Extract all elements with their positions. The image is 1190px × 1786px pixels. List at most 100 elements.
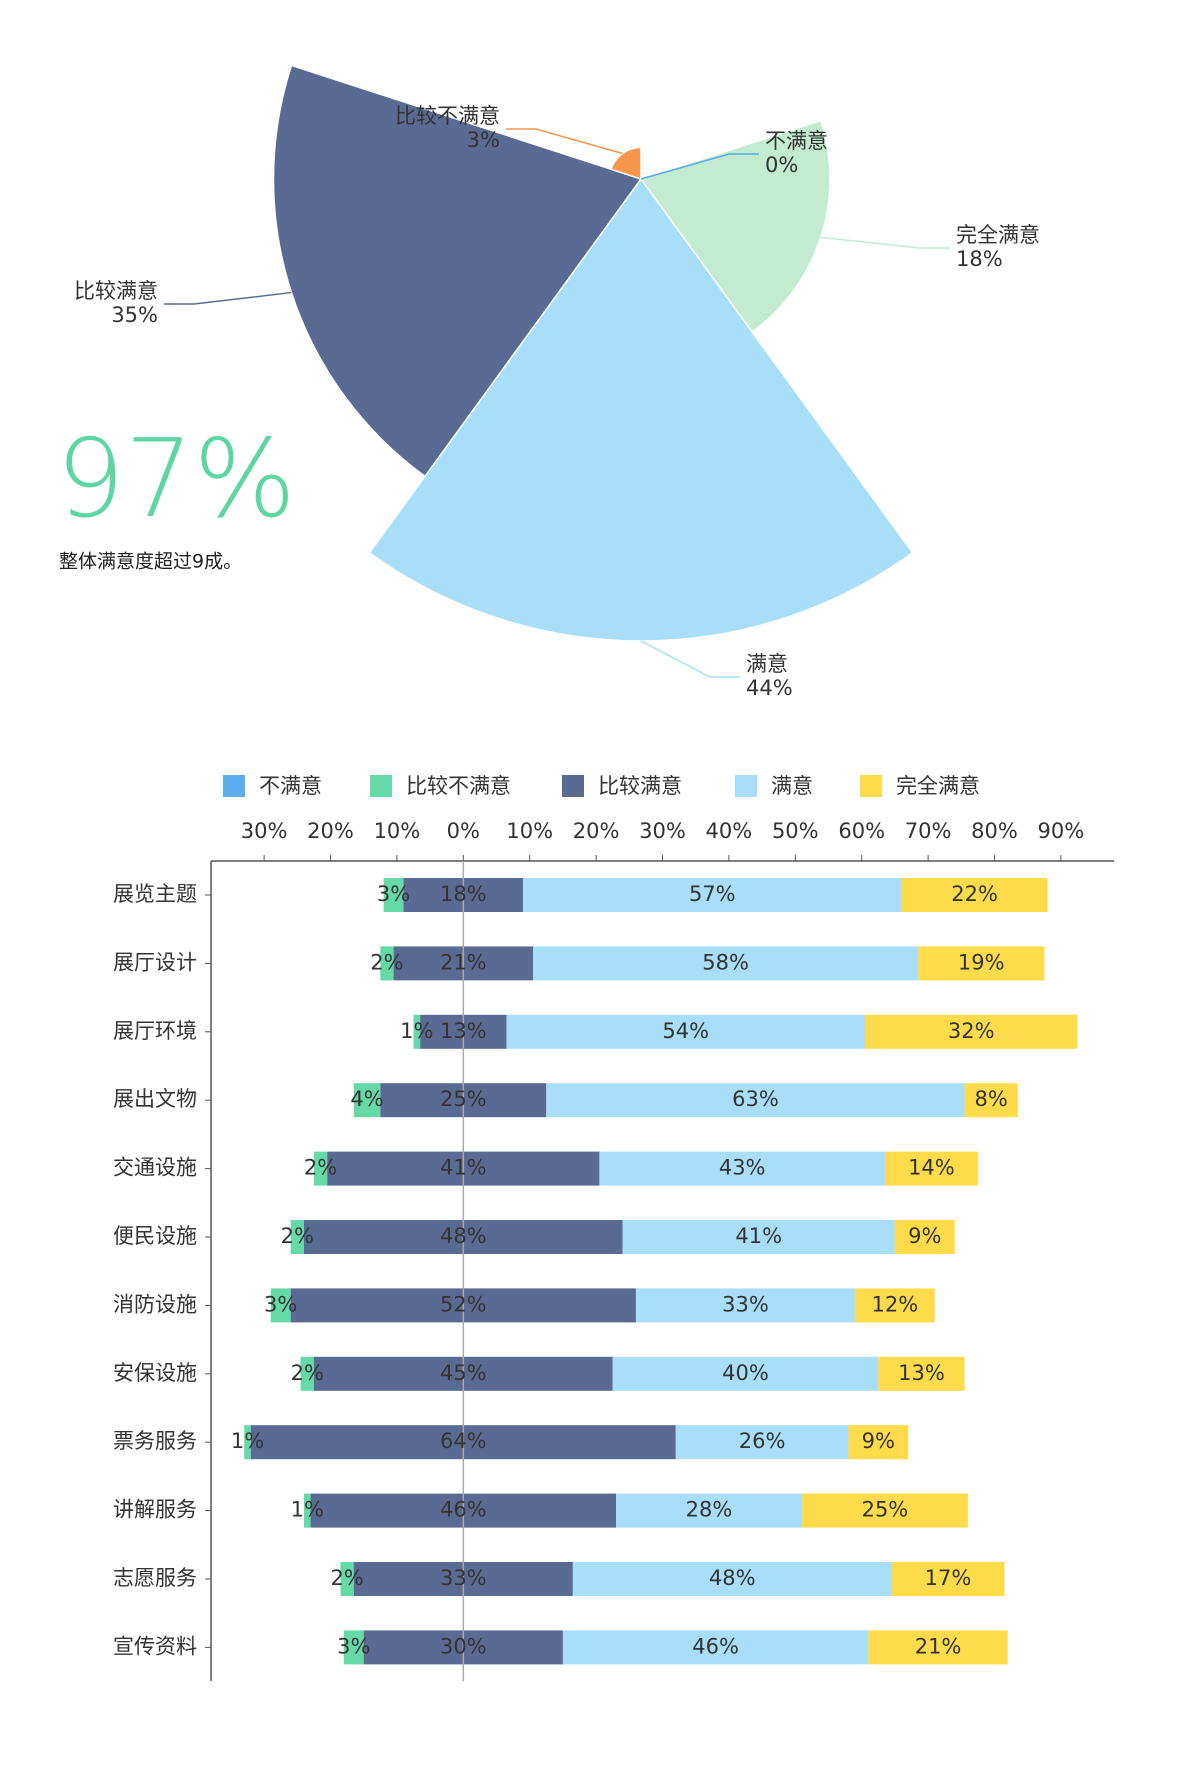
bar-value-label: 2% [304, 1156, 337, 1180]
bar-value-label: 22% [951, 882, 998, 906]
x-tick-label: 30% [241, 819, 288, 843]
x-tick-label: 90% [1038, 819, 1085, 843]
bar-segment [868, 1630, 1008, 1665]
bar-segment [801, 1493, 968, 1528]
bar-segment [270, 1288, 291, 1323]
bar-value-label: 43% [719, 1156, 766, 1180]
slice-label: 满意 [746, 652, 788, 676]
bar-value-label: 21% [440, 950, 487, 974]
y-tick-label: 交通设施 [113, 1156, 197, 1180]
y-tick-label: 讲解服务 [113, 1498, 197, 1522]
bar-value-label: 4% [350, 1087, 383, 1111]
y-tick-label: 展厅设计 [113, 950, 197, 974]
bar-value-label: 2% [370, 950, 403, 974]
bar-value-label: 33% [722, 1292, 769, 1316]
bar-segment [918, 946, 1045, 981]
legend-swatch [735, 775, 757, 797]
bar-value-label: 52% [440, 1292, 487, 1316]
x-tick-label: 20% [307, 819, 354, 843]
bar-value-label: 13% [440, 1019, 487, 1043]
rose-slice [368, 177, 914, 642]
bar-segment [546, 1083, 965, 1118]
bar-segment [622, 1220, 895, 1254]
bar-segment [894, 1220, 955, 1254]
bar-segment [901, 878, 1048, 912]
bar-segment [599, 1151, 885, 1186]
slice-label: 比较不满意 [395, 104, 500, 128]
legend-label: 不满意 [259, 774, 322, 798]
legend-label: 比较不满意 [406, 774, 511, 798]
bar-segment [675, 1425, 849, 1460]
slice-value-label: 18% [956, 247, 1003, 271]
bar-value-label: 9% [908, 1224, 941, 1248]
bar-value-label: 19% [958, 950, 1005, 974]
y-tick-label: 宣传资料 [113, 1634, 197, 1658]
bar-value-label: 1% [231, 1429, 264, 1453]
bar-segment [572, 1562, 892, 1596]
bar-value-label: 2% [291, 1361, 324, 1385]
bar-value-label: 63% [732, 1087, 779, 1111]
bar-segment [383, 878, 404, 912]
bar-value-label: 41% [735, 1224, 782, 1248]
bar-segment [878, 1356, 965, 1391]
bar-value-label: 18% [440, 882, 487, 906]
rose-slice [610, 146, 642, 181]
rose-slice [639, 119, 831, 333]
y-tick-label: 消防设施 [113, 1292, 197, 1316]
legend-swatch [370, 775, 392, 797]
legend-swatch [860, 775, 882, 797]
bar-value-label: 14% [908, 1156, 955, 1180]
slice-value-label: 35% [111, 303, 158, 327]
slice-value-label: 44% [746, 676, 793, 700]
bar-segment [533, 946, 919, 981]
x-tick-label: 70% [905, 819, 952, 843]
bar-segment [343, 1630, 364, 1665]
bar-value-label: 30% [440, 1634, 487, 1658]
bar-value-label: 2% [330, 1566, 363, 1590]
bar-value-label: 45% [440, 1361, 487, 1385]
x-tick-label: 60% [838, 819, 885, 843]
leader-line [164, 291, 292, 305]
bar-segment [340, 1562, 354, 1596]
bar-value-label: 8% [975, 1087, 1008, 1111]
x-tick-label: 20% [573, 819, 620, 843]
y-tick-label: 票务服务 [113, 1429, 197, 1453]
bar-value-label: 57% [689, 882, 736, 906]
slice-value-label: 0% [765, 153, 798, 177]
y-tick-label: 志愿服务 [113, 1566, 197, 1590]
bar-segment [413, 1014, 421, 1049]
rose-slice [272, 64, 643, 478]
bar-value-label: 25% [440, 1087, 487, 1111]
bar-value-label: 17% [925, 1566, 972, 1590]
y-tick-label: 安保设施 [113, 1361, 197, 1385]
slice-label: 比较满意 [74, 279, 158, 303]
x-tick-label: 50% [772, 819, 819, 843]
bar-value-label: 25% [862, 1498, 909, 1522]
bar-segment [244, 1425, 251, 1460]
bar-value-label: 3% [264, 1292, 297, 1316]
bar-segment [616, 1493, 802, 1528]
bar-value-label: 28% [686, 1498, 733, 1522]
y-tick-label: 展出文物 [113, 1087, 197, 1111]
bar-value-label: 41% [440, 1156, 487, 1180]
bar-value-label: 46% [440, 1498, 487, 1522]
y-tick-label: 便民设施 [113, 1224, 197, 1248]
bar-value-label: 1% [291, 1498, 324, 1522]
bar-value-label: 13% [898, 1361, 945, 1385]
bar-value-label: 2% [281, 1224, 314, 1248]
bar-value-label: 32% [948, 1019, 995, 1043]
bar-segment [635, 1288, 856, 1323]
bar-value-label: 48% [709, 1566, 756, 1590]
bar-segment [523, 878, 902, 912]
x-tick-label: 40% [706, 819, 753, 843]
legend-label: 满意 [771, 774, 813, 798]
bar-value-label: 40% [722, 1361, 769, 1385]
y-tick-label: 展厅环境 [113, 1019, 197, 1043]
slice-value-label: 3% [467, 128, 500, 152]
bar-value-label: 9% [862, 1429, 895, 1453]
x-tick-label: 0% [447, 819, 480, 843]
leader-line [820, 236, 950, 249]
bar-value-label: 26% [739, 1429, 786, 1453]
bar-value-label: 33% [440, 1566, 487, 1590]
